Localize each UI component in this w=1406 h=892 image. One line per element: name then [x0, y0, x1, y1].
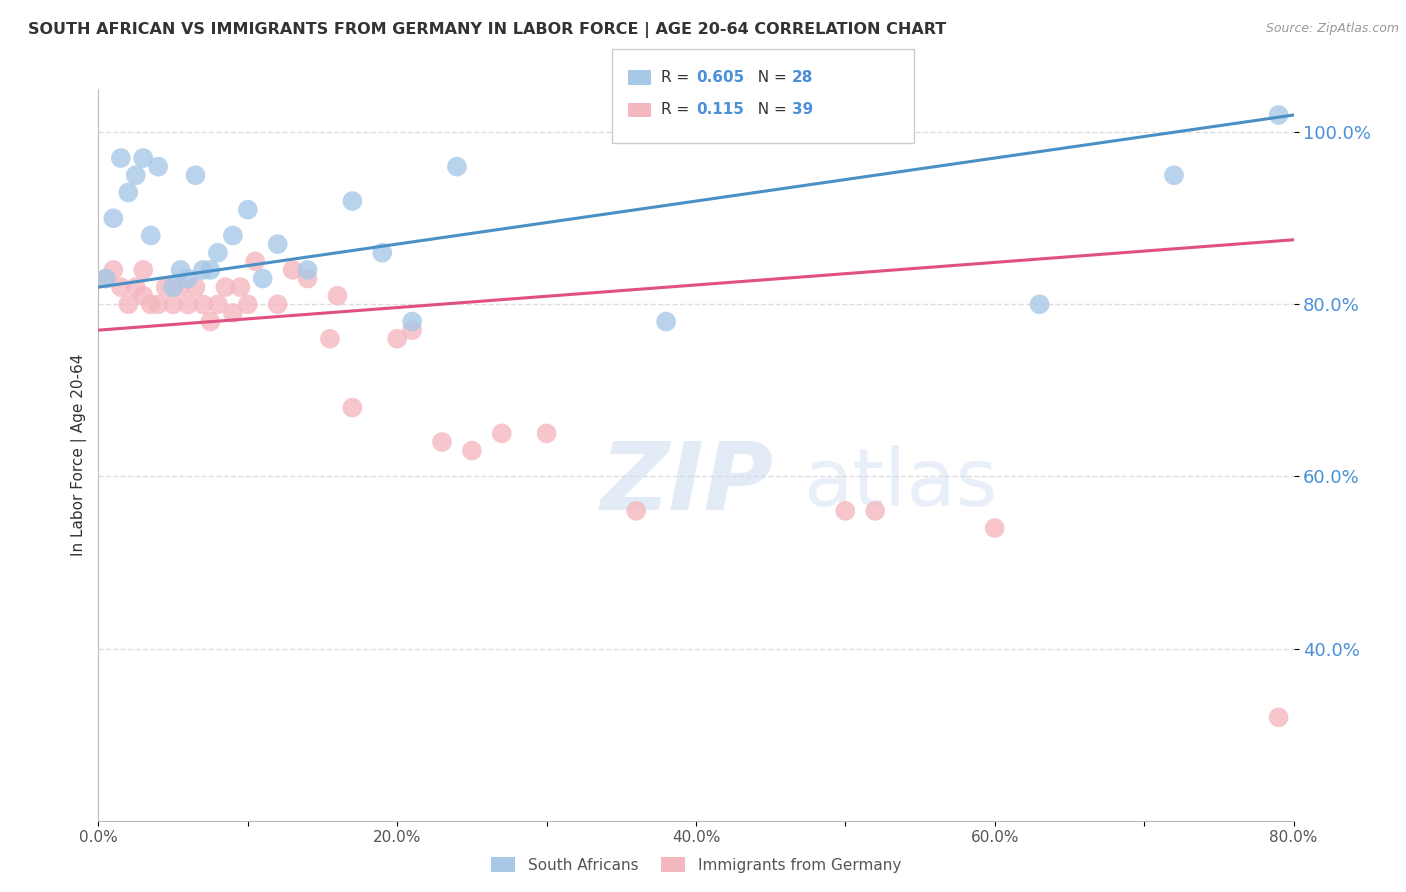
Text: 28: 28 — [792, 70, 813, 85]
Text: R =: R = — [661, 70, 695, 85]
Point — [655, 314, 678, 328]
Point — [446, 160, 468, 174]
Point — [214, 280, 236, 294]
Point — [401, 314, 423, 328]
Text: 0.115: 0.115 — [696, 103, 744, 117]
Point — [162, 280, 184, 294]
Point — [169, 263, 191, 277]
Point — [132, 289, 155, 303]
Point — [103, 263, 125, 277]
Text: Source: ZipAtlas.com: Source: ZipAtlas.com — [1265, 22, 1399, 36]
Point — [245, 254, 267, 268]
Point — [110, 151, 132, 165]
Text: SOUTH AFRICAN VS IMMIGRANTS FROM GERMANY IN LABOR FORCE | AGE 20-64 CORRELATION : SOUTH AFRICAN VS IMMIGRANTS FROM GERMANY… — [28, 22, 946, 38]
Point — [624, 504, 647, 518]
Point — [148, 160, 170, 174]
Point — [125, 280, 148, 294]
Point — [117, 186, 139, 200]
Point — [200, 263, 222, 277]
Point — [342, 194, 364, 208]
Text: ZIP: ZIP — [600, 438, 773, 530]
Point — [319, 332, 342, 346]
Point — [177, 271, 200, 285]
Point — [184, 280, 207, 294]
Point — [461, 443, 484, 458]
Text: R =: R = — [661, 103, 699, 117]
Point — [342, 401, 364, 415]
Point — [132, 151, 155, 165]
Point — [297, 271, 319, 285]
Point — [103, 211, 125, 226]
Point — [162, 297, 184, 311]
Point — [267, 297, 290, 311]
Point — [222, 228, 245, 243]
Point — [207, 245, 229, 260]
Point — [222, 306, 245, 320]
Point — [491, 426, 513, 441]
Point — [110, 280, 132, 294]
Point — [155, 280, 177, 294]
Point — [191, 263, 214, 277]
Point — [834, 504, 856, 518]
Point — [229, 280, 252, 294]
Point — [281, 263, 304, 277]
Point — [132, 263, 155, 277]
Point — [267, 237, 290, 252]
Point — [184, 168, 207, 182]
Point — [125, 168, 148, 182]
Point — [191, 297, 214, 311]
Point — [430, 435, 453, 450]
Point — [252, 271, 274, 285]
Point — [139, 228, 162, 243]
Text: 39: 39 — [792, 103, 813, 117]
Point — [371, 245, 394, 260]
Point — [865, 504, 887, 518]
Point — [1267, 108, 1289, 122]
Point — [207, 297, 229, 311]
Point — [148, 297, 170, 311]
Y-axis label: In Labor Force | Age 20-64: In Labor Force | Age 20-64 — [72, 354, 87, 556]
Text: N =: N = — [748, 70, 792, 85]
Point — [983, 521, 1005, 535]
Point — [200, 314, 222, 328]
Legend: South Africans, Immigrants from Germany: South Africans, Immigrants from Germany — [485, 851, 907, 879]
Text: N =: N = — [748, 103, 792, 117]
Text: atlas: atlas — [804, 445, 998, 524]
Point — [401, 323, 423, 337]
Point — [117, 297, 139, 311]
Point — [94, 271, 117, 285]
Point — [1267, 710, 1289, 724]
Point — [536, 426, 558, 441]
Point — [169, 280, 191, 294]
Point — [385, 332, 409, 346]
Point — [326, 289, 349, 303]
Point — [236, 202, 259, 217]
Point — [297, 263, 319, 277]
Text: 0.605: 0.605 — [696, 70, 744, 85]
Point — [1028, 297, 1050, 311]
Point — [1163, 168, 1185, 182]
Point — [139, 297, 162, 311]
Point — [236, 297, 259, 311]
Point — [177, 297, 200, 311]
Point — [94, 271, 117, 285]
